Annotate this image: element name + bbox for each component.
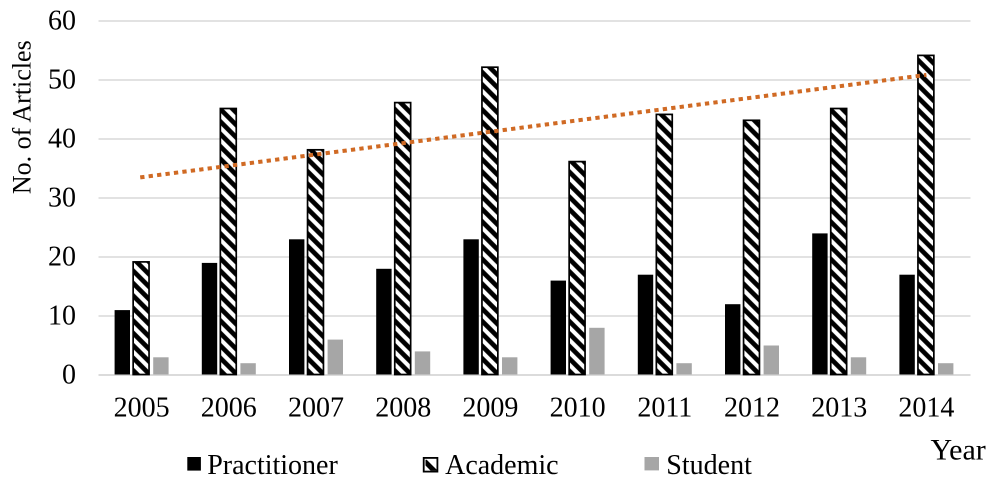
svg-text:30: 30 [48, 183, 76, 214]
svg-text:2010: 2010 [550, 393, 606, 424]
svg-text:Student: Student [666, 450, 752, 481]
svg-text:2014: 2014 [898, 393, 954, 424]
svg-text:10: 10 [48, 301, 76, 332]
svg-text:2012: 2012 [724, 393, 780, 424]
svg-text:2005: 2005 [114, 393, 170, 424]
svg-text:50: 50 [48, 65, 76, 96]
svg-text:60: 60 [48, 6, 76, 37]
svg-text:20: 20 [48, 242, 76, 273]
svg-text:2006: 2006 [201, 393, 257, 424]
svg-text:Academic: Academic [445, 450, 558, 481]
svg-text:0: 0 [62, 360, 76, 391]
svg-text:40: 40 [48, 124, 76, 155]
svg-text:2007: 2007 [288, 393, 344, 424]
svg-text:2009: 2009 [462, 393, 518, 424]
svg-text:2013: 2013 [811, 393, 867, 424]
svg-text:Year: Year [931, 433, 986, 466]
svg-text:2011: 2011 [637, 393, 692, 424]
svg-text:2008: 2008 [375, 393, 431, 424]
svg-text:Practitioner: Practitioner [207, 450, 338, 481]
svg-text:No. of Articles: No. of Articles [7, 40, 36, 194]
